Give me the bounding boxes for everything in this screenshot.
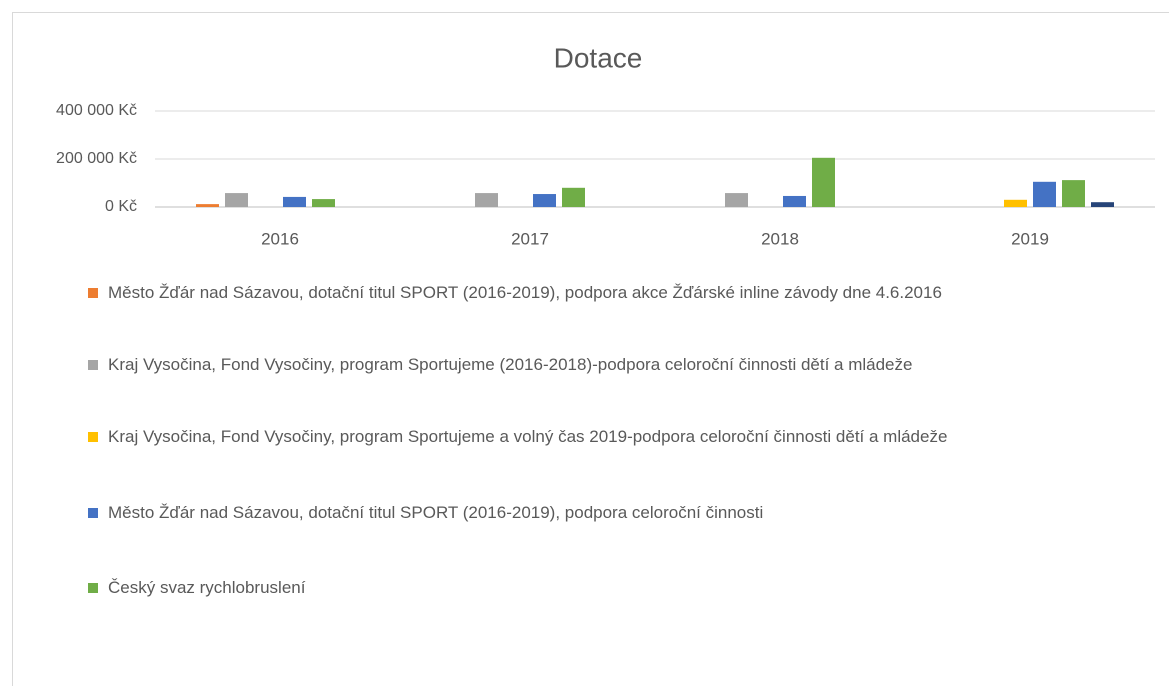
bar: [312, 199, 335, 207]
chart-frame: [12, 12, 1169, 686]
legend-label: Kraj Vysočina, Fond Vysočiny, program Sp…: [108, 427, 948, 446]
bar: [1033, 181, 1056, 207]
chart-title: Dotace: [554, 42, 643, 73]
x-tick-label: 2016: [261, 229, 299, 248]
legend-swatch: [88, 432, 98, 442]
x-tick-label: 2018: [761, 229, 799, 248]
y-tick-label: 400 000 Kč: [56, 102, 137, 119]
y-tick-label: 200 000 Kč: [56, 150, 137, 167]
bar: [783, 195, 806, 207]
bar: [725, 193, 748, 207]
legend-label: Město Žďár nad Sázavou, dotační titul SP…: [108, 283, 942, 302]
legend-item: Město Žďár nad Sázavou, dotační titul SP…: [88, 500, 1128, 526]
legend-item: Město Žďár nad Sázavou, dotační titul SP…: [88, 280, 1128, 306]
legend-swatch: [88, 288, 98, 298]
legend-item: Kraj Vysočina, Fond Vysočiny, program Sp…: [88, 352, 1128, 378]
y-tick-label: 0 Kč: [105, 198, 137, 215]
legend-label: Město Žďár nad Sázavou, dotační titul SP…: [108, 503, 764, 522]
legend-label: Český svaz rychlobruslení: [108, 578, 306, 597]
bar: [1091, 202, 1114, 207]
bar: [475, 193, 498, 207]
bar: [562, 187, 585, 207]
legend-item: Kraj Vysočina, Fond Vysočiny, program Sp…: [88, 424, 1128, 450]
legend-swatch: [88, 583, 98, 593]
x-tick-label: 2017: [511, 229, 549, 248]
bar: [1004, 199, 1027, 207]
legend-swatch: [88, 508, 98, 518]
legend-item: Český svaz rychlobruslení: [88, 575, 1128, 601]
legend-swatch: [88, 360, 98, 370]
bar: [283, 196, 306, 207]
x-tick-label: 2019: [1011, 229, 1049, 248]
legend-label: Kraj Vysočina, Fond Vysočiny, program Sp…: [108, 355, 913, 374]
bar: [812, 157, 835, 207]
bar: [225, 193, 248, 207]
bar: [533, 194, 556, 207]
bar: [196, 204, 219, 207]
bar: [1062, 180, 1085, 207]
